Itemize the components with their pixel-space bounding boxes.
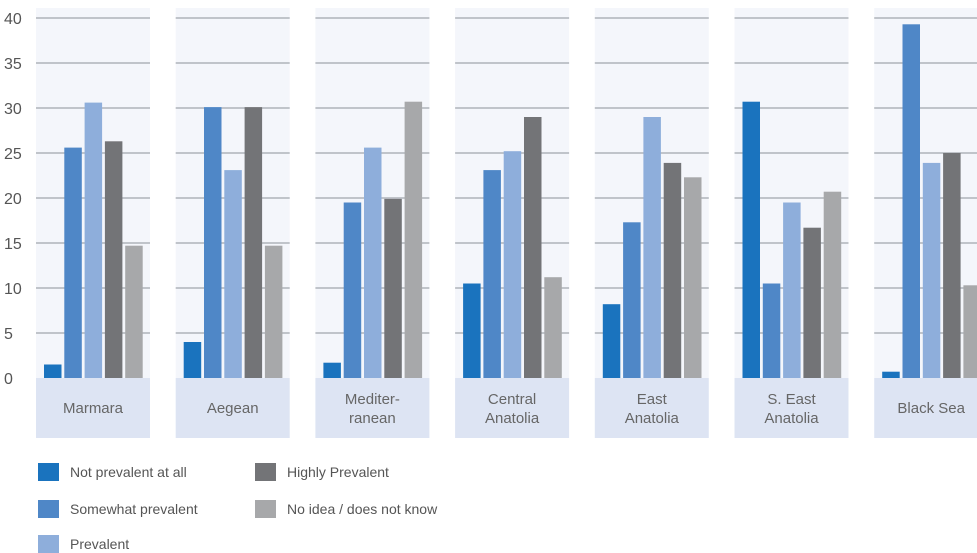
legend-label-not-prevalent: Not prevalent at all <box>70 464 187 480</box>
legend-label-no-idea: No idea / does not know <box>287 501 438 517</box>
category-label-box <box>175 378 290 438</box>
bar <box>602 304 621 378</box>
category-label: Anatolia <box>485 410 540 427</box>
bar <box>544 277 562 378</box>
bar <box>483 170 501 378</box>
bar <box>902 24 920 379</box>
bar <box>762 283 781 378</box>
bar <box>963 285 977 378</box>
category-label: Anatolia <box>764 410 819 427</box>
legend-swatch-prevalent <box>38 535 59 553</box>
legend: Not prevalent at all Somewhat prevalent … <box>38 463 638 553</box>
category-label: Anatolia <box>625 410 680 427</box>
bar <box>943 153 961 378</box>
bar <box>742 101 760 378</box>
bar <box>343 202 362 378</box>
bar-chart: 0 5 10 15 20 25 30 35 40 Marmara Aegean Mediter-ra… <box>4 8 977 438</box>
bar <box>364 147 382 378</box>
category-label: Central <box>488 391 536 408</box>
bar <box>623 222 641 378</box>
category-label-box <box>734 378 849 438</box>
y-tick-label: 30 <box>4 101 22 118</box>
bar <box>524 117 542 378</box>
y-tick-label: 25 <box>4 146 22 163</box>
y-tick-label: 15 <box>4 236 22 253</box>
category-label-box <box>455 378 570 438</box>
category-label: Mediter- <box>345 391 400 408</box>
bar <box>684 177 702 378</box>
legend-item-highly-prevalent: Highly Prevalent <box>255 463 389 481</box>
legend-item-somewhat-prevalent: Somewhat prevalent <box>38 500 198 518</box>
legend-label-highly-prevalent: Highly Prevalent <box>287 464 389 480</box>
legend-label-prevalent: Prevalent <box>70 536 130 552</box>
bar <box>64 147 82 378</box>
legend-item-not-prevalent: Not prevalent at all <box>38 463 187 481</box>
bar <box>803 227 821 378</box>
legend-item-prevalent: Prevalent <box>38 535 129 553</box>
category-label: Aegean <box>207 400 259 417</box>
category-label: East <box>637 391 668 408</box>
category-label-box <box>594 378 709 438</box>
y-tick-label: 40 <box>4 11 22 28</box>
bar <box>125 245 143 378</box>
bars <box>44 24 977 379</box>
bar <box>783 202 801 378</box>
bar <box>503 151 522 378</box>
category-label-box <box>36 378 150 438</box>
legend-swatch-somewhat-prevalent <box>38 500 59 518</box>
category-label: Black Sea <box>897 400 965 417</box>
category-label-box <box>315 378 430 438</box>
y-tick-label: 0 <box>4 371 13 388</box>
category-label: ranean <box>349 410 396 427</box>
category-labels: Marmara Aegean Mediter-ranean Central Anatol… <box>63 391 966 427</box>
bar <box>882 371 900 378</box>
category-label: Marmara <box>63 400 124 417</box>
bar <box>84 102 103 378</box>
bar <box>244 107 263 378</box>
y-axis: 0 5 10 15 20 25 30 35 40 <box>4 11 22 388</box>
legend-item-no-idea: No idea / does not know <box>255 500 437 518</box>
legend-swatch-no-idea <box>255 500 276 518</box>
category-label: S. East <box>767 391 816 408</box>
bar <box>224 170 242 378</box>
bar <box>264 245 283 378</box>
y-tick-label: 35 <box>4 56 22 73</box>
category-label-box <box>874 378 977 438</box>
y-tick-label: 20 <box>4 191 22 208</box>
bar <box>44 364 62 378</box>
legend-swatch-highly-prevalent <box>255 463 276 481</box>
bar <box>643 117 661 378</box>
bar <box>384 198 402 378</box>
bar <box>663 162 682 378</box>
legend-swatch-not-prevalent <box>38 463 59 481</box>
bar <box>823 191 842 378</box>
bar <box>404 101 423 378</box>
bar <box>463 283 481 378</box>
bar <box>183 342 202 378</box>
bar <box>323 362 341 378</box>
bar <box>104 141 123 378</box>
bar <box>922 162 941 378</box>
bar <box>204 107 222 378</box>
y-tick-label: 5 <box>4 326 13 343</box>
y-tick-label: 10 <box>4 281 22 298</box>
legend-label-somewhat-prevalent: Somewhat prevalent <box>70 501 198 517</box>
